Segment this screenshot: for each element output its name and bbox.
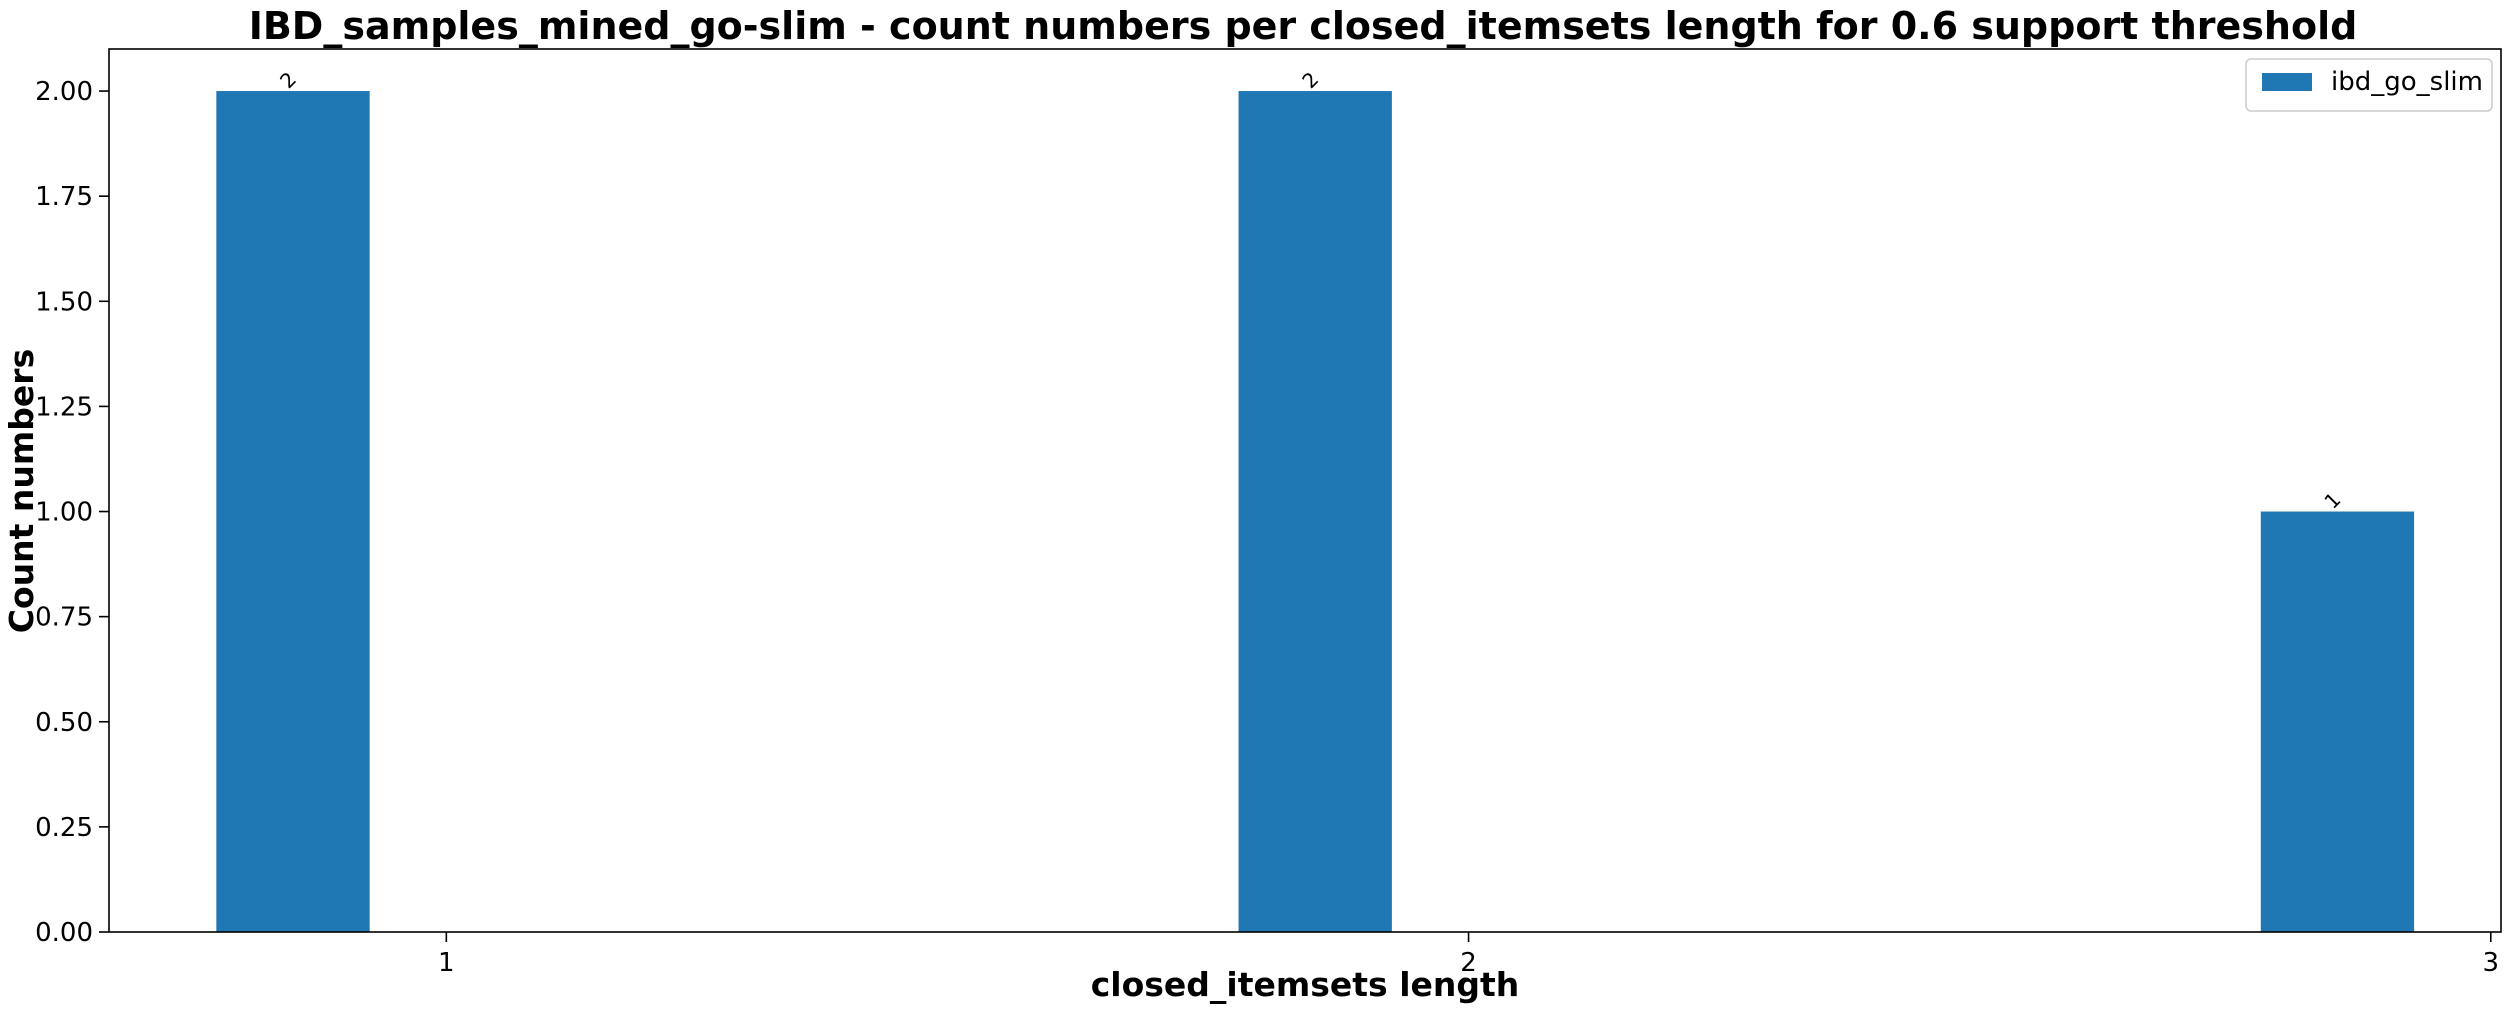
x-axis-label: closed_itemsets length — [1091, 965, 1520, 1004]
legend-label: ibd_go_slim — [2331, 67, 2483, 97]
y-tick-label-1.00: 1.00 — [35, 498, 93, 528]
plot-frame — [108, 48, 2502, 933]
x-tick-label-1: 1 — [438, 948, 455, 978]
legend-box — [2245, 58, 2493, 112]
bar-3 — [2260, 511, 2415, 932]
y-axis-label: Count numbers — [2, 349, 41, 633]
y-tick-label-0.50: 0.50 — [35, 708, 93, 738]
y-tick-label-2.00: 2.00 — [35, 77, 93, 107]
bar-1 — [216, 91, 370, 933]
y-tick-label-0.00: 0.00 — [35, 918, 93, 948]
y-tick-label-1.25: 1.25 — [35, 392, 93, 422]
y-tick-label-0.25: 0.25 — [35, 813, 93, 843]
x-axis: 1 2 3 — [438, 932, 2499, 978]
x-tick-label-3: 3 — [2483, 948, 2500, 978]
legend-swatch — [2262, 73, 2312, 91]
y-axis: 0.00 0.25 0.50 0.75 1.00 1.25 1.50 1.75 2.00 — [35, 77, 109, 948]
legend: ibd_go_slim — [2245, 58, 2493, 112]
bar-2 — [1238, 91, 1392, 933]
y-tick-label-0.75: 0.75 — [35, 603, 93, 633]
chart-title: IBD_samples_mined_go-slim - count number… — [249, 4, 2358, 48]
bars — [216, 91, 2415, 933]
x-tick-label-2: 2 — [1460, 948, 1477, 978]
y-tick-label-1.75: 1.75 — [35, 182, 93, 212]
y-tick-label-1.50: 1.50 — [35, 287, 93, 317]
